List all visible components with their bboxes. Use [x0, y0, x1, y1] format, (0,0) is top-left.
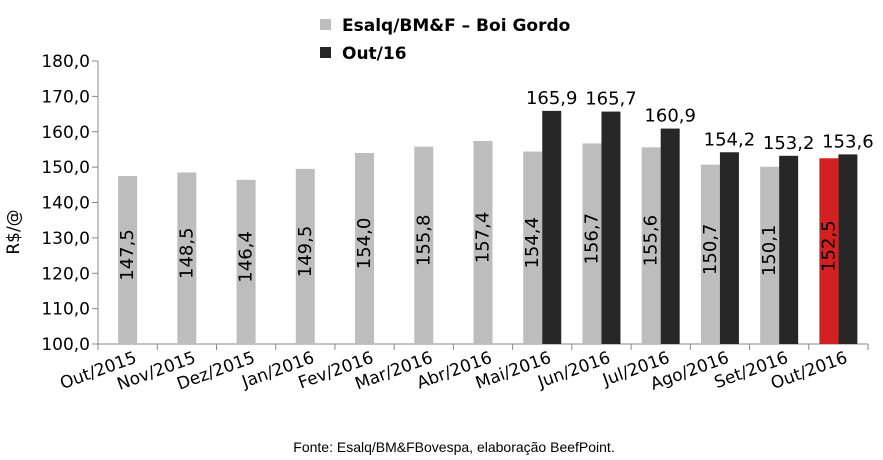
y-tick-label: 110,0	[41, 300, 90, 320]
bar-out16	[838, 154, 858, 344]
source-note: Fonte: Esalq/BM&FBovespa, elaboração Bee…	[293, 439, 614, 455]
data-label-esalq: 155,6	[641, 215, 662, 267]
data-label-out16: 165,7	[585, 89, 637, 110]
data-label-out16: 153,6	[822, 131, 874, 152]
legend-swatch-out16	[320, 47, 331, 58]
y-tick-label: 170,0	[41, 87, 90, 107]
bar-esalq	[473, 140, 493, 344]
data-label-esalq: 155,8	[413, 215, 434, 267]
bar-esalq	[523, 151, 543, 344]
axes: 100,0 110,0 120,0 130,0 140,0 150,0 160,0 170,0…	[41, 52, 869, 355]
bar-esalq	[819, 158, 839, 344]
data-label-out16: 165,9	[526, 88, 578, 109]
data-label-esalq: 156,7	[581, 213, 602, 265]
data-label-esalq: 152,5	[818, 220, 839, 272]
bar-esalq	[177, 172, 197, 344]
y-tick-label: 150,0	[41, 158, 90, 178]
data-label-out16: 160,9	[644, 106, 696, 127]
legend-swatch-esalq	[320, 19, 331, 30]
data-label-out16: 153,2	[763, 133, 815, 154]
legend: Esalq/BM&F – Boi Gordo Out/16	[320, 16, 570, 64]
data-label-out16: 154,2	[704, 129, 756, 150]
bar-out16	[779, 155, 799, 344]
y-tick-label: 160,0	[41, 123, 90, 143]
data-label-esalq: 150,7	[700, 224, 721, 276]
legend-label-out16: Out/16	[342, 44, 407, 64]
bar-esalq	[295, 168, 315, 344]
bar-esalq	[414, 146, 434, 344]
bar-out16	[601, 111, 621, 345]
x-tick-labels: Out/2015Nov/2015Dez/2015Jan/2016Fev/2016…	[57, 348, 850, 395]
bar-out16	[542, 110, 562, 344]
legend-label-esalq: Esalq/BM&F – Boi Gordo	[342, 16, 570, 36]
y-tick-label: 130,0	[41, 229, 90, 249]
bar-out16	[719, 152, 739, 344]
bar-esalq	[700, 164, 720, 344]
bar-esalq	[582, 143, 602, 344]
data-label-esalq: 146,4	[236, 231, 257, 283]
data-label-esalq: 154,0	[354, 218, 375, 270]
bar-esalq	[641, 147, 661, 344]
data-label-esalq: 154,4	[522, 217, 543, 269]
y-tick-label: 120,0	[41, 264, 90, 284]
data-label-esalq: 148,5	[176, 227, 197, 279]
data-label-esalq: 157,4	[473, 212, 494, 264]
bar-esalq	[355, 152, 375, 344]
data-label-esalq: 147,5	[117, 229, 138, 281]
bar-esalq	[760, 166, 780, 344]
data-label-esalq: 149,5	[295, 226, 316, 278]
bar-esalq	[118, 175, 138, 344]
y-tick-label: 140,0	[41, 194, 90, 214]
y-tick-label: 100,0	[41, 335, 90, 355]
bar-esalq	[236, 179, 256, 344]
data-label-esalq: 150,1	[759, 225, 780, 277]
y-axis-label: R$/@	[4, 209, 24, 254]
y-tick-label: 180,0	[41, 52, 90, 72]
bar-out16	[660, 128, 680, 344]
bars: 147,5 148,5 146,4 149,5 154,0 155,8 157,4 154,4…	[117, 88, 874, 345]
